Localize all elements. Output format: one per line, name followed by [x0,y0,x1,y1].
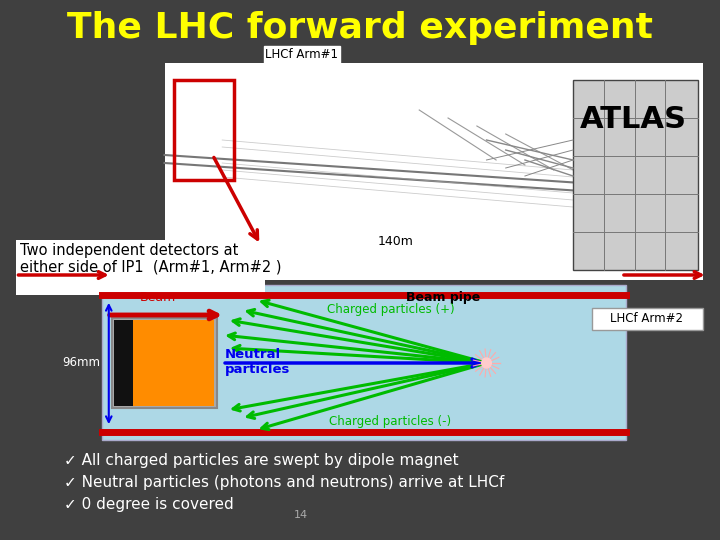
Bar [174,80,234,180]
Text: ✓ Neutral particles (photons and neutrons) arrive at LHCf: ✓ Neutral particles (photons and neutron… [63,475,504,490]
Bar [165,63,703,280]
Text: ATLAS: ATLAS [580,105,687,134]
Bar [132,320,214,406]
Text: ✓ All charged particles are swept by dipole magnet: ✓ All charged particles are swept by dip… [63,453,458,468]
Text: either side of IP1  (Arm#1, Arm#2 ): either side of IP1 (Arm#1, Arm#2 ) [20,259,282,274]
Text: Charged particles (+): Charged particles (+) [327,303,454,316]
Bar [112,318,217,408]
Text: Neutral
particles: Neutral particles [225,348,290,376]
Bar [16,240,266,295]
Bar [593,308,703,330]
Bar [114,320,132,406]
Circle shape [482,358,491,368]
Text: 140m: 140m [377,235,413,248]
Text: Two independent detectors at: Two independent detectors at [20,243,239,258]
Text: Beam pipe: Beam pipe [406,291,480,304]
Text: Charged particles (-): Charged particles (-) [329,415,451,428]
Text: 14: 14 [294,510,308,520]
Text: LHCf Arm#1: LHCf Arm#1 [266,48,338,61]
Bar [573,80,698,270]
Bar [102,285,626,440]
Text: ✓ 0 degree is covered: ✓ 0 degree is covered [63,497,233,512]
Text: LHCf Arm#2: LHCf Arm#2 [611,313,683,326]
Text: The LHC forward experiment: The LHC forward experiment [67,11,652,45]
Text: Beam: Beam [140,291,176,304]
Text: 96mm: 96mm [62,356,100,369]
